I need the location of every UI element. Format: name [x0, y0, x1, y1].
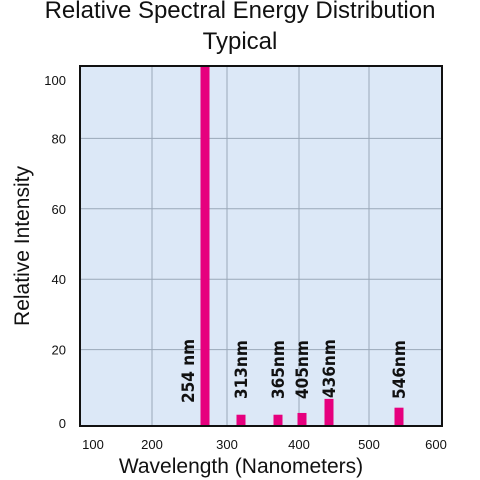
- x-axis-title: Wavelength (Nanometers): [119, 455, 363, 478]
- plot-border: [79, 65, 443, 427]
- bar-label-3: 405nm: [293, 340, 313, 399]
- y-axis-title: Relative Intensity: [11, 166, 34, 326]
- bar-label-5: 546nm: [390, 340, 410, 399]
- bar-label-4: 436nm: [320, 339, 340, 398]
- chart-subtitle: Typical: [202, 28, 278, 55]
- bars: [200, 66, 404, 426]
- bar-label-0: 254 nm: [179, 339, 199, 403]
- bar-4: [324, 398, 334, 426]
- y-tick-label-4: 80: [52, 131, 66, 146]
- plot-area: [80, 66, 442, 426]
- x-tick-label-5: 600: [425, 437, 447, 452]
- grid: [80, 66, 442, 426]
- bar-1: [236, 414, 246, 426]
- x-tick-label-4: 500: [358, 437, 380, 452]
- y-tick-label-0: 0: [59, 416, 66, 431]
- y-tick-label-5: 100: [44, 73, 66, 88]
- bar-5: [394, 407, 404, 426]
- x-tick-label-0: 100: [82, 437, 104, 452]
- bar-0: [200, 66, 210, 426]
- x-tick-label-3: 400: [288, 437, 310, 452]
- bar-2: [273, 414, 283, 426]
- y-axis-ticks: 0 20 40 60 80 100: [44, 73, 66, 431]
- x-tick-label-1: 200: [141, 437, 163, 452]
- x-axis-ticks: 100 200 300 400 500 600: [82, 437, 447, 452]
- y-tick-label-2: 40: [52, 272, 66, 287]
- bar-labels: 254 nm 313nm 365nm 405nm 436nm 546nm: [179, 339, 410, 403]
- chart-title: Relative Spectral Energy Distribution: [44, 0, 436, 24]
- x-tick-label-2: 300: [216, 437, 238, 452]
- bar-label-2: 365nm: [269, 340, 289, 399]
- bar-label-1: 313nm: [232, 340, 252, 399]
- bar-3: [297, 412, 307, 426]
- y-tick-label-3: 60: [52, 202, 66, 217]
- y-tick-label-1: 20: [52, 343, 66, 358]
